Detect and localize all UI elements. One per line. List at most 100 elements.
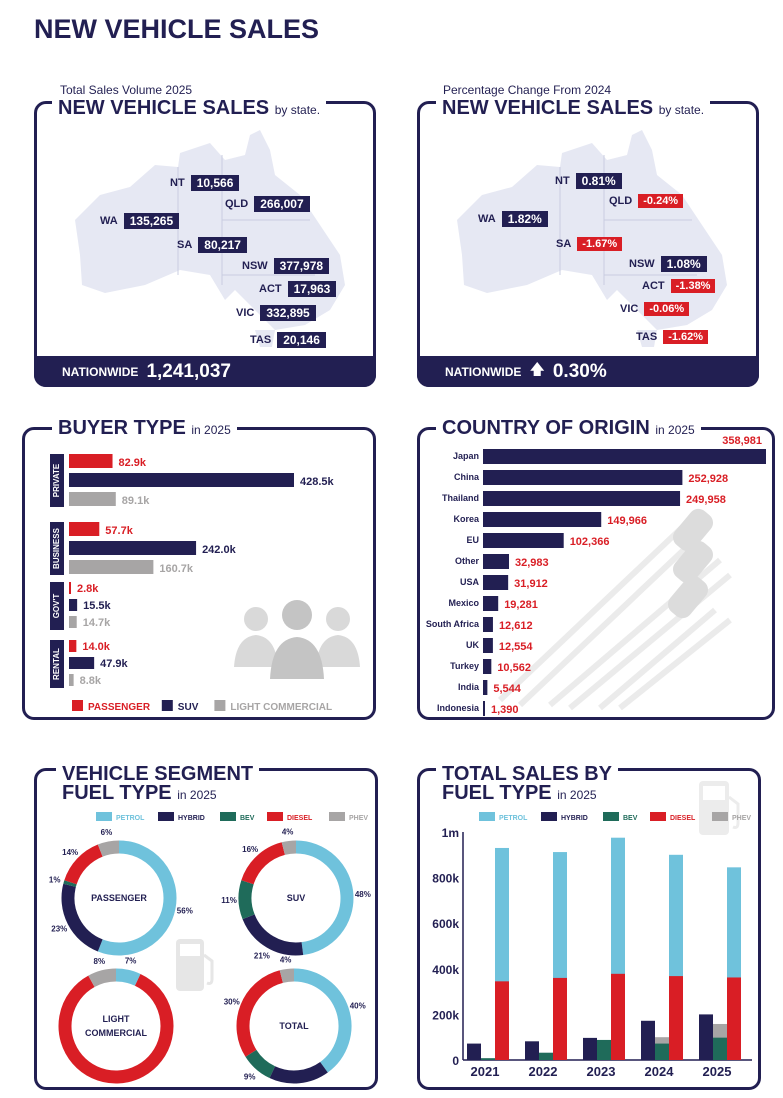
- y-tick-label: 0: [452, 1054, 459, 1068]
- state-value: 17,963: [287, 281, 337, 297]
- country-label: Indonesia: [437, 703, 480, 713]
- group-label: GOV'T: [52, 594, 61, 619]
- bar-passenger: [69, 640, 77, 652]
- x-tick-label: 2024: [645, 1064, 675, 1079]
- legend-swatch: [96, 812, 112, 821]
- australia-map-2: [457, 130, 727, 347]
- bar-passenger: [69, 582, 71, 594]
- state-label-sa: SA -1.67%: [556, 237, 623, 251]
- state-value: 80,217: [198, 237, 247, 253]
- country-label: Japan: [453, 451, 479, 461]
- state-name: TAS: [250, 334, 272, 346]
- country-value: 12,554: [499, 641, 534, 653]
- legend-label: PASSENGER: [88, 702, 151, 713]
- legend-swatch: [329, 812, 345, 821]
- bar-diesel: [553, 977, 567, 1060]
- donut-pct-label: 8%: [94, 957, 106, 966]
- legend-label: LIGHT COMMERCIAL: [230, 702, 332, 713]
- state-label-tas: TAS 20,146: [250, 332, 326, 348]
- state-name: NSW: [242, 260, 268, 272]
- country-bar: [483, 470, 683, 485]
- country-bar: [483, 659, 492, 674]
- donut-segment-petrol: [97, 840, 177, 956]
- country-value: 19,281: [504, 599, 538, 611]
- bar-diesel: [669, 976, 683, 1060]
- donut-segment-petrol: [115, 968, 141, 986]
- buyer-type-subtitle: in 2025: [191, 423, 231, 437]
- fuel-pump-icon-2: [699, 781, 740, 835]
- segment-title-line2: FUEL TYPE: [62, 782, 172, 804]
- bar-passenger: [69, 522, 100, 536]
- country-bar: [483, 701, 485, 716]
- country-label: Mexico: [448, 598, 479, 608]
- country-value: 12,612: [499, 620, 533, 632]
- bar-diesel: [495, 981, 509, 1060]
- donut-segment-hybrid: [61, 883, 103, 952]
- donut-segment-bev: [245, 1049, 276, 1079]
- bar-value-label: 57.7k: [105, 525, 133, 537]
- change-panel-title: NEW VEHICLE SALES by state.: [436, 97, 711, 119]
- sales-panel-title: NEW VEHICLE SALES by state.: [52, 98, 327, 118]
- bar-value-label: 242.0k: [202, 544, 237, 556]
- page-title: NEW VEHICLE SALES: [34, 14, 320, 44]
- country-label: Other: [455, 556, 480, 566]
- state-value: -1.38%: [670, 279, 716, 293]
- y-tick-label: 1m: [442, 826, 459, 840]
- state-name: NT: [555, 175, 570, 187]
- group-label: PRIVATE: [52, 463, 61, 497]
- country-bar: [483, 617, 493, 632]
- donut-segment-diesel: [64, 844, 103, 885]
- group-label: BUSINESS: [52, 527, 61, 569]
- state-label-act: ACT 17,963: [259, 281, 337, 297]
- buyer-type-title: BUYER TYPE in 2025: [52, 418, 237, 438]
- x-tick-label: 2025: [703, 1064, 732, 1079]
- bar-value-label: 15.5k: [83, 600, 111, 612]
- donut-pct-label: 85%: [110, 1089, 126, 1090]
- state-label-nsw: NSW 1.08%: [629, 256, 707, 272]
- state-value: -1.62%: [663, 330, 709, 344]
- state-label-act: ACT -1.38%: [642, 279, 716, 293]
- buyer-type-title-text: BUYER TYPE: [58, 417, 186, 439]
- donut-segment-bev: [238, 880, 255, 920]
- country-value: 32,983: [515, 557, 549, 569]
- legend-swatch: [712, 812, 728, 821]
- donut-center-label: COMMERCIAL: [85, 1028, 147, 1038]
- cars-icon: [497, 508, 732, 710]
- bar-value-label: 82.9k: [119, 457, 147, 469]
- group-tab-1: [50, 522, 64, 575]
- state-value: 332,895: [260, 305, 316, 321]
- segment-title-line1: VEHICLE SEGMENT: [62, 763, 254, 785]
- sales-nation-bar: NATIONWIDE 1,241,037: [34, 356, 376, 387]
- country-bar: [483, 638, 493, 653]
- state-label-tas: TAS -1.62%: [636, 330, 709, 344]
- state-name: WA: [100, 215, 118, 227]
- country-bar: [483, 596, 499, 611]
- legend-swatch: [541, 812, 557, 821]
- country-label: EU: [466, 535, 479, 545]
- buyer-type-chart: PRIVATE 82.9k 428.5k 89.1k BUSINESS 57.7k 242.…: [50, 454, 335, 713]
- bar-value-label: 8.8k: [80, 675, 102, 687]
- state-label-sa: SA 80,217: [177, 237, 247, 253]
- bar-bev: [655, 1043, 669, 1060]
- x-tick-label: 2023: [587, 1064, 616, 1079]
- state-label-vic: VIC 332,895: [236, 305, 316, 321]
- country-title-text: COUNTRY OF ORIGIN: [442, 417, 650, 439]
- y-tick-label: 800k: [432, 872, 459, 886]
- country-label: India: [458, 682, 480, 692]
- change-panel-title-text: NEW VEHICLE SALES: [442, 97, 654, 119]
- state-name: SA: [177, 239, 193, 251]
- state-name: NT: [170, 177, 185, 189]
- total-fuel-title: TOTAL SALES BY FUEL TYPE in 2025: [436, 764, 619, 803]
- bar-suv: [69, 657, 95, 669]
- donut-pct-label: 30%: [224, 997, 240, 1006]
- bar-value-label: 47.9k: [100, 658, 128, 670]
- bar-light-commercial: [69, 616, 77, 628]
- state-value: -1.67%: [577, 237, 623, 251]
- state-label-nsw: NSW 377,978: [242, 258, 330, 274]
- state-label-wa: WA 1.82%: [478, 211, 548, 227]
- y-tick-label: 400k: [432, 963, 459, 977]
- x-tick-label: 2021: [471, 1064, 500, 1079]
- country-value: 5,544: [493, 683, 521, 695]
- legend-swatch: [220, 812, 236, 821]
- bar-suv: [69, 599, 78, 611]
